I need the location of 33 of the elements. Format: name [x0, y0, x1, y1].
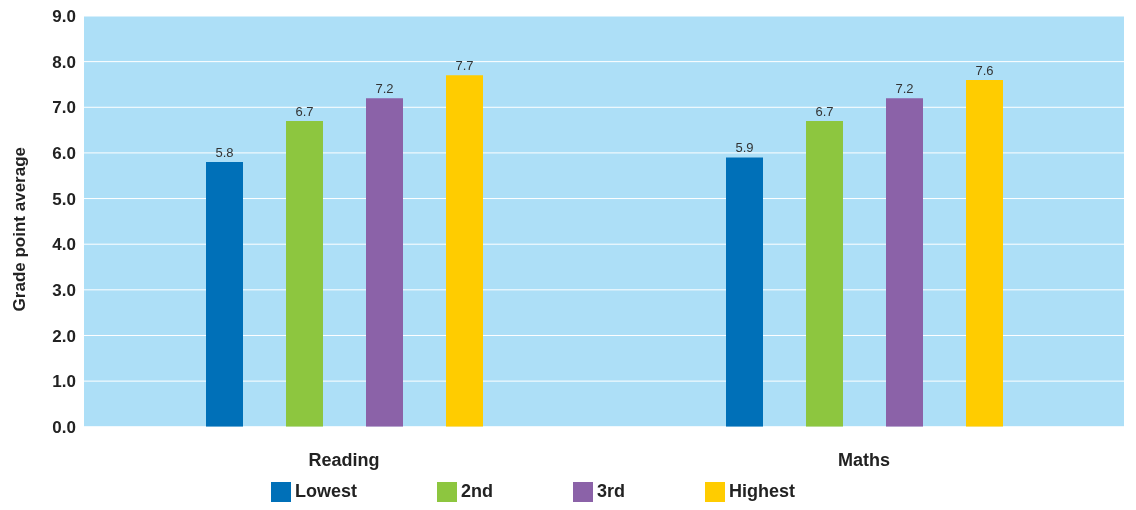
x-tick-label: Reading	[308, 449, 380, 470]
data-label: 5.9	[735, 140, 754, 156]
bar	[206, 162, 243, 427]
y-tick-label: 2.0	[52, 326, 76, 346]
y-tick-label: 6.0	[52, 143, 76, 163]
data-label: 5.8	[215, 145, 234, 161]
bar	[446, 75, 483, 427]
bar	[286, 120, 323, 427]
y-tick-label: 4.0	[52, 235, 76, 255]
y-tick-label: 7.0	[52, 98, 76, 118]
y-tick-label: 0.0	[52, 417, 76, 437]
y-axis-title: Grade point average	[10, 146, 30, 312]
legend-label: Lowest	[294, 480, 357, 501]
bar	[886, 98, 923, 427]
data-label: 6.7	[815, 103, 834, 119]
bar	[806, 120, 843, 427]
bar	[966, 79, 1003, 427]
bar	[366, 98, 403, 427]
data-label: 7.6	[975, 62, 994, 78]
y-tick-label: 9.0	[52, 7, 76, 27]
bar	[726, 157, 763, 427]
x-tick-label: Maths	[837, 449, 891, 470]
data-label: 6.7	[295, 103, 314, 119]
data-label: 7.2	[895, 81, 914, 97]
legend-label: Highest	[729, 480, 796, 501]
y-tick-label: 1.0	[52, 372, 76, 392]
legend-label: 3rd	[597, 480, 626, 501]
legend-label: 2nd	[460, 480, 493, 501]
data-label: 7.7	[455, 58, 474, 74]
data-label: 7.2	[375, 81, 394, 97]
y-tick-label: 3.0	[52, 280, 76, 300]
y-tick-label: 5.0	[52, 189, 76, 209]
y-tick-label: 8.0	[52, 52, 76, 72]
